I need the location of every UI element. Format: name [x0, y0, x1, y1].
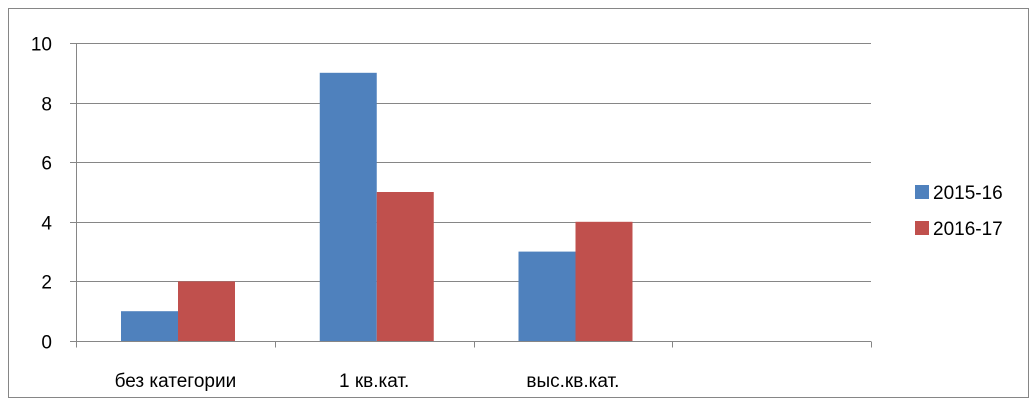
- legend-label-2016-17: 2016-17: [933, 219, 1003, 240]
- legend-label-2015-16: 2015-16: [933, 183, 1003, 204]
- bar-2015-16-выс.кв.кат.: [518, 251, 576, 341]
- legend: 2015-16 2016-17: [915, 183, 1003, 240]
- y-tick-labels: 0 2 4 6 8 10: [31, 35, 53, 354]
- y-tick-label-0: 0: [41, 333, 52, 354]
- x-tick-label-0: без категории: [115, 371, 237, 392]
- legend-swatch-2015-16: [915, 185, 929, 199]
- x-tick-label-2: выс.кв.кат.: [526, 371, 619, 392]
- y-tick-label-8: 8: [41, 95, 52, 116]
- y-tick-label-10: 10: [31, 35, 52, 56]
- legend-swatch-2016-17: [915, 221, 929, 235]
- y-tick-label-4: 4: [41, 214, 52, 235]
- bars: [121, 72, 633, 342]
- bar-2015-16-1 кв.кат.: [319, 72, 377, 342]
- bar-2015-16-без категории: [121, 311, 178, 341]
- bar-2016-17-без категории: [178, 281, 235, 341]
- bar-2016-17-выс.кв.кат.: [575, 221, 633, 341]
- y-tick-label-2: 2: [41, 273, 52, 294]
- y-tick-label-6: 6: [41, 154, 52, 175]
- bar-2016-17-1 кв.кат.: [376, 192, 434, 341]
- x-tick-labels: без категории 1 кв.кат. выс.кв.кат.: [115, 371, 620, 392]
- x-tick-label-1: 1 кв.кат.: [339, 371, 409, 392]
- axes: [70, 43, 872, 348]
